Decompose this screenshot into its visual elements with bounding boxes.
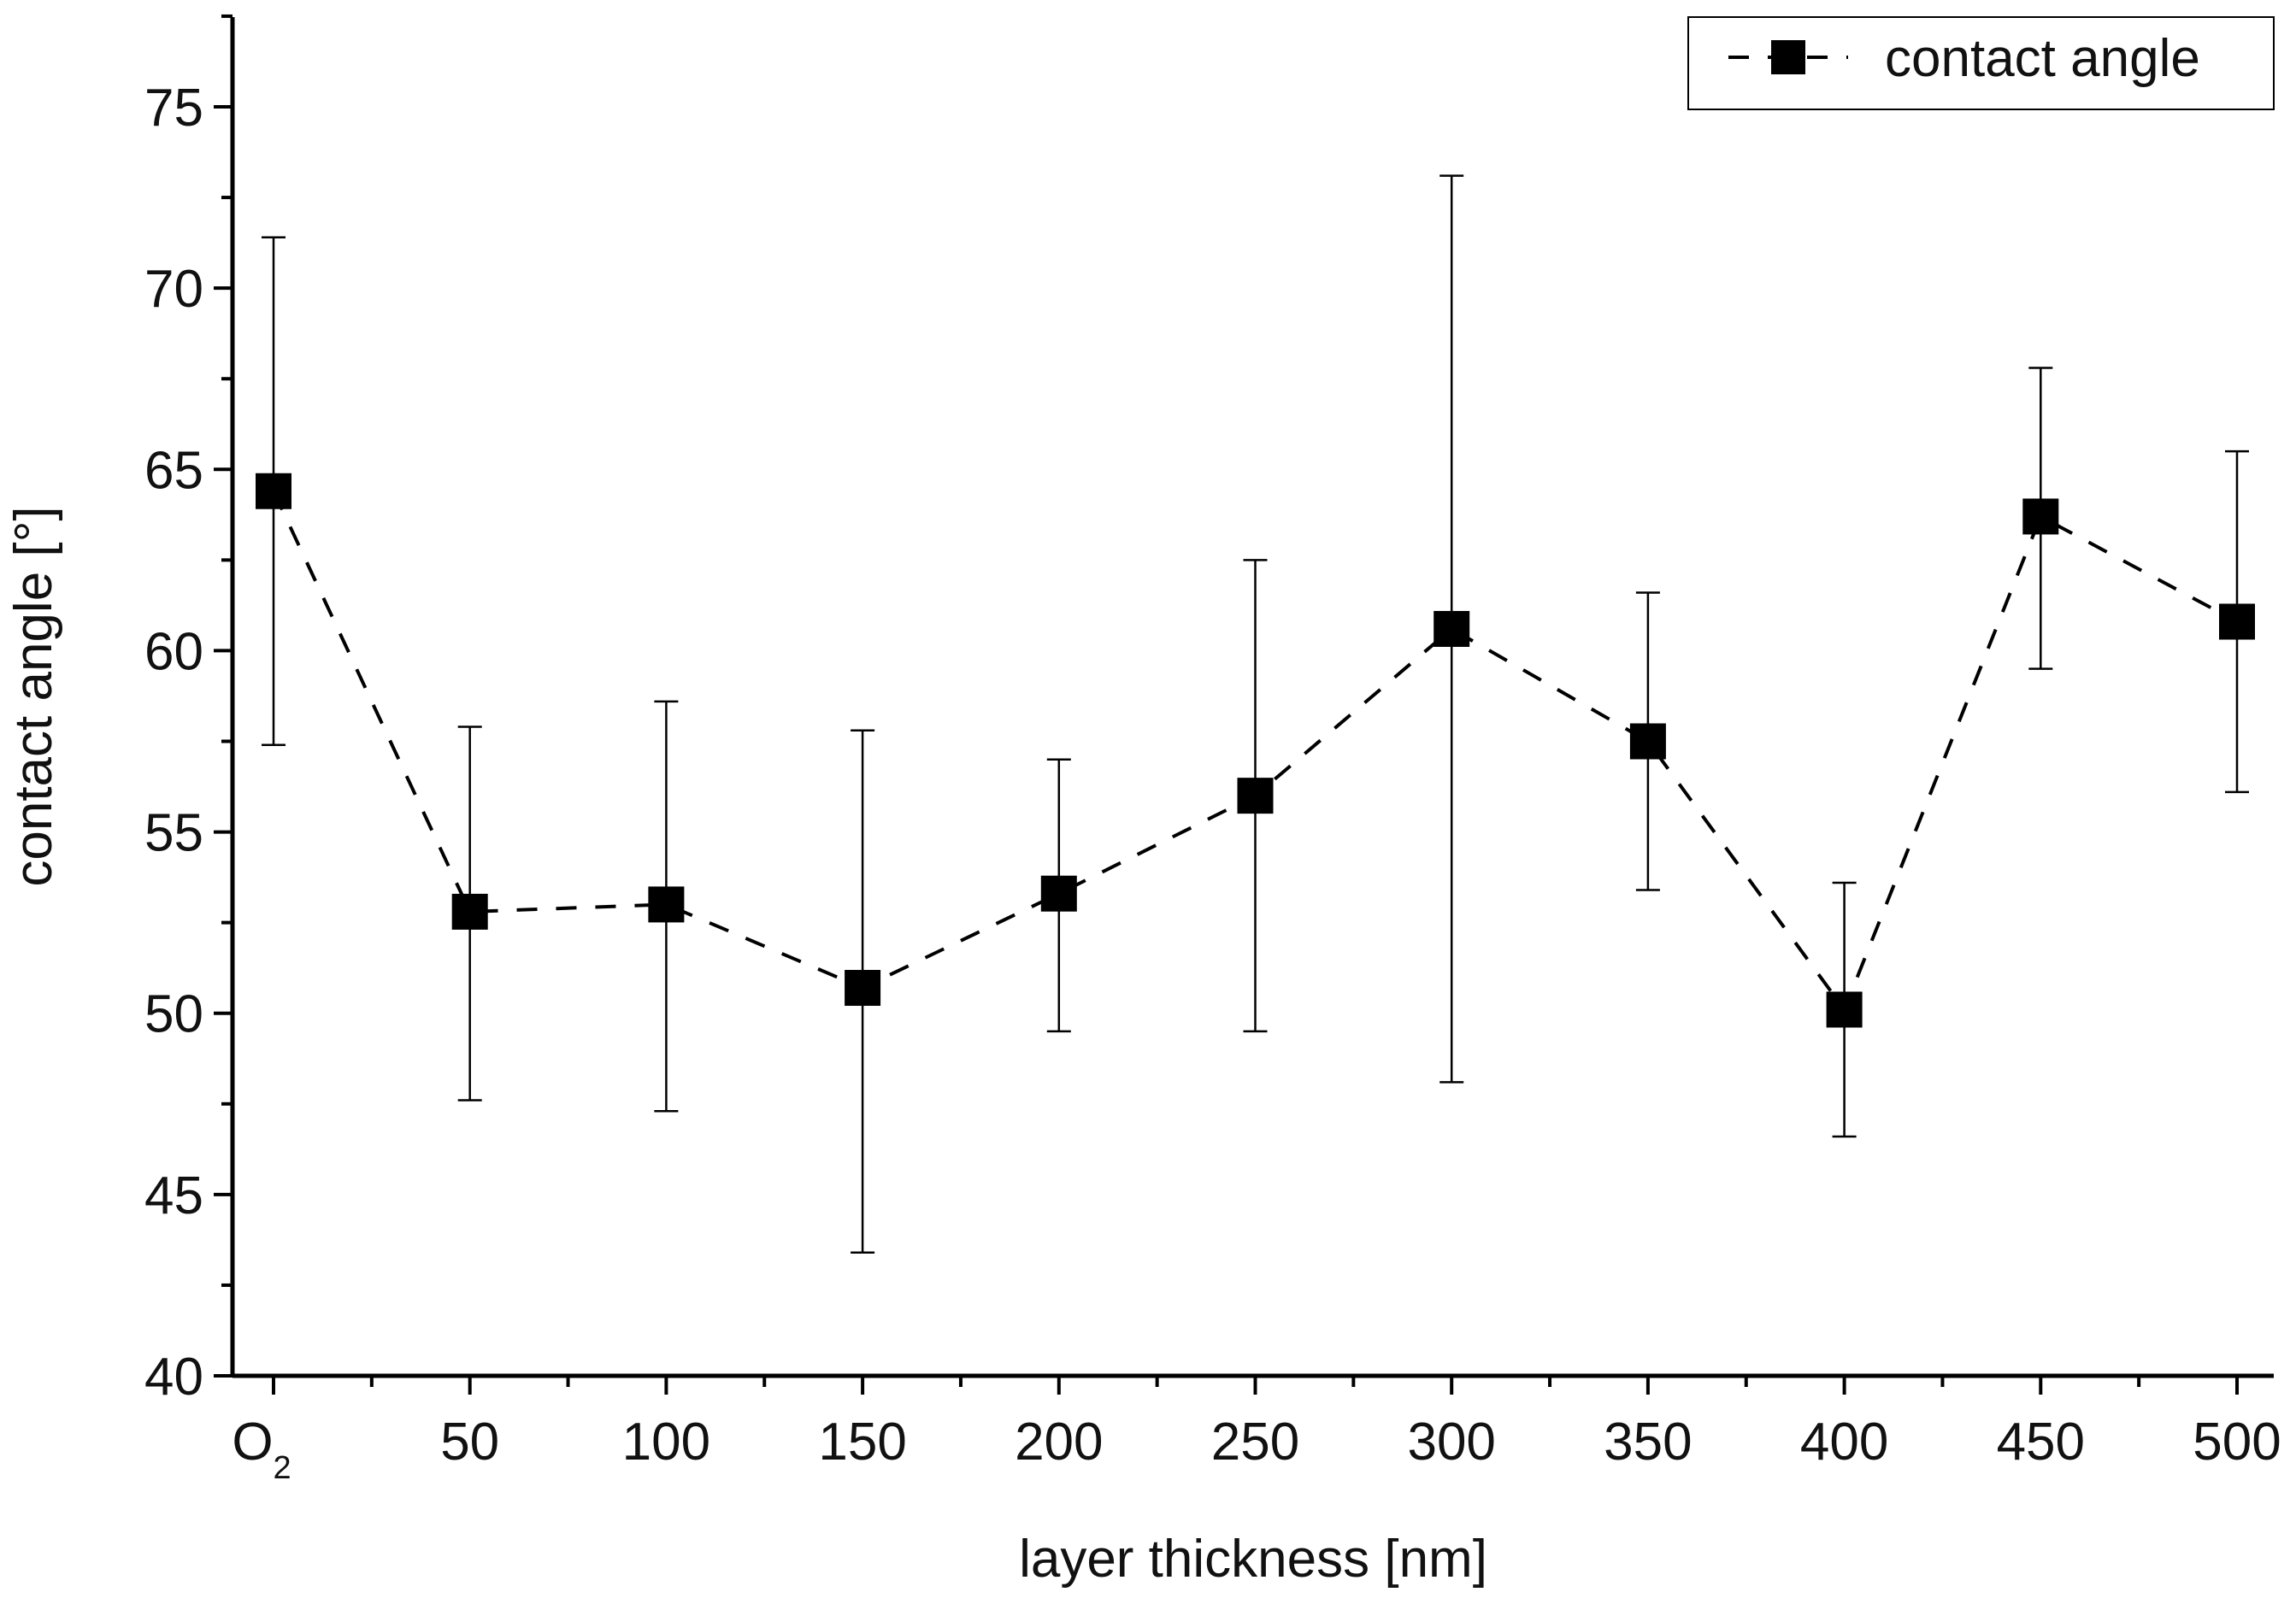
y-tick-label: 65 (144, 441, 203, 500)
x-tick-label: 250 (1211, 1413, 1299, 1472)
x-tick-label: O2 (232, 1413, 291, 1486)
x-axis-title: layer thickness [nm] (1019, 1530, 1487, 1589)
legend-marker (1771, 40, 1805, 74)
x-tick-label: 400 (1800, 1413, 1888, 1472)
legend-label: contact angle (1885, 29, 2200, 88)
y-tick-label: 50 (144, 985, 203, 1044)
x-tick-label: 100 (622, 1413, 710, 1472)
data-point (1826, 991, 1863, 1028)
x-tick-label: 500 (2193, 1413, 2281, 1472)
x-tick-label: 150 (818, 1413, 906, 1472)
data-point (845, 970, 881, 1007)
x-tick-label: 200 (1015, 1413, 1103, 1472)
y-tick-label: 55 (144, 804, 203, 863)
x-tick-label: 300 (1407, 1413, 1495, 1472)
data-point (256, 473, 291, 509)
data-point (2022, 498, 2059, 535)
data-markers (256, 473, 2255, 1028)
data-point (1434, 610, 1470, 647)
y-axis-title: contact angle [°] (4, 506, 63, 886)
y-tick-label: 70 (144, 260, 203, 319)
x-ticks: O2 50 100 150 200 250 300 350 400 450 500 (232, 1376, 2281, 1486)
y-tick-label: 45 (144, 1166, 203, 1225)
legend: contact angle (1687, 16, 2275, 110)
error-bars (262, 174, 2249, 1254)
x-tick-label: 50 (440, 1413, 499, 1472)
x-tick-label: 350 (1604, 1413, 1692, 1472)
data-point (1629, 723, 1666, 760)
data-point (451, 893, 488, 930)
x-tick-label: 450 (1997, 1413, 2085, 1472)
y-tick-label: 75 (144, 79, 203, 138)
axes (230, 17, 2274, 1378)
y-tick-label: 60 (144, 622, 203, 681)
y-ticks: 40 45 50 55 60 65 70 75 (144, 14, 233, 1407)
y-tick-label: 40 (144, 1348, 203, 1407)
data-point (2219, 603, 2255, 640)
data-point (1040, 875, 1077, 912)
data-point (1237, 778, 1274, 814)
data-point (648, 886, 685, 923)
